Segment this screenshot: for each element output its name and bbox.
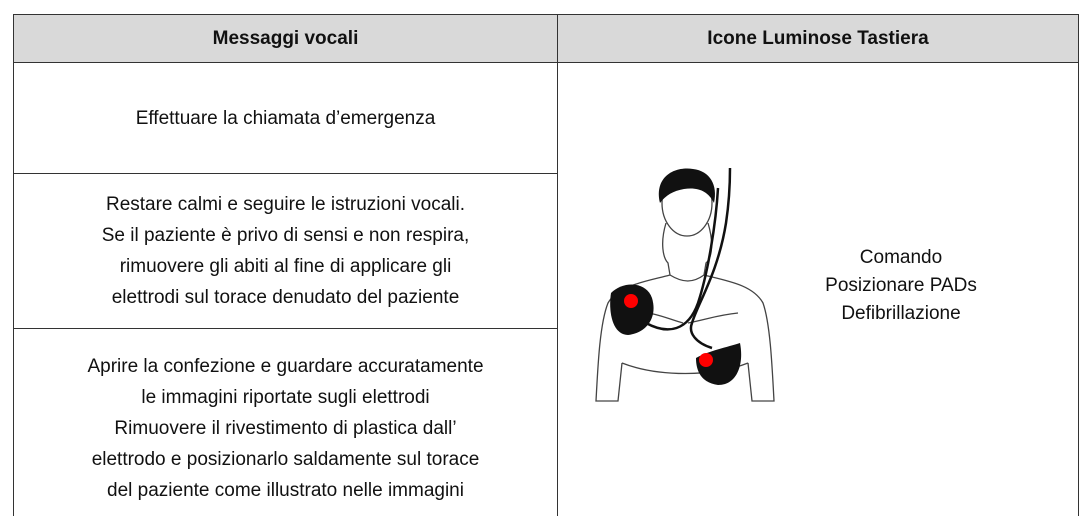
text-line: Comando	[859, 247, 943, 268]
text-line: Rimuovere il rivestimento di plastica da…	[114, 418, 457, 439]
message-cell: Aprire la confezione e guardare accurata…	[13, 328, 557, 516]
text-line: Se il paziente è privo di sensi e non re…	[101, 225, 470, 246]
icon-caption: Comando Posizionare PADs Defibrillazione	[776, 244, 1026, 328]
text-line: Effettuare la chiamata d’emergenza	[135, 107, 436, 129]
text-line: Posizionare PADs	[825, 275, 977, 296]
text-line: elettrodo e posizionarlo saldamente sul …	[91, 449, 480, 470]
text-line: elettrodi sul torace denudato del pazien…	[111, 287, 460, 308]
torso-illustration	[595, 167, 775, 402]
text-line: Restare calmi e seguire le istruzioni vo…	[105, 194, 466, 215]
text-line: rimuovere gli abiti al fine di applicare…	[119, 256, 452, 277]
header-text: Messaggi vocali	[212, 28, 359, 49]
text-line: Aprire la confezione e guardare accurata…	[87, 356, 484, 377]
text-line: del paziente come illustrato nelle immag…	[107, 480, 464, 501]
message-cell: Restare calmi e seguire le istruzioni vo…	[13, 173, 557, 328]
header-text: Icone Luminose Tastiera	[707, 28, 929, 49]
message-cell: Effettuare la chiamata d’emergenza	[13, 62, 557, 173]
icon-cell: Comando Posizionare PADs Defibrillazione	[557, 62, 1079, 516]
text-line: le immagini riportate sugli elettrodi	[141, 387, 430, 408]
text-line: Defibrillazione	[841, 303, 961, 324]
header-cell: Messaggi vocali	[13, 14, 557, 62]
header-cell: Icone Luminose Tastiera	[557, 14, 1079, 62]
